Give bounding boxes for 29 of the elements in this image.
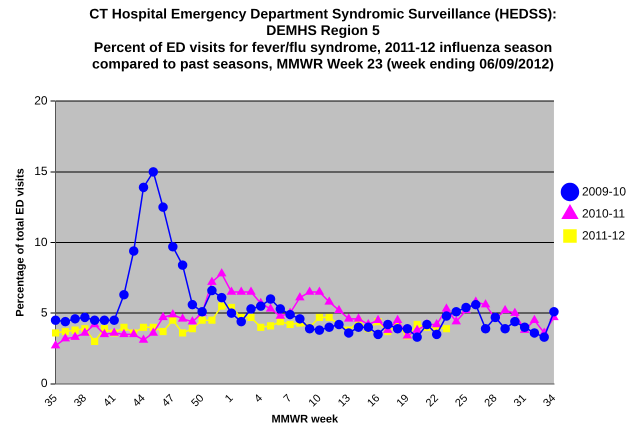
x-tick-label: 50	[189, 392, 206, 410]
x-tick-label: 16	[365, 392, 382, 410]
y-tick-label: 20	[34, 94, 48, 108]
x-tick-label: 10	[306, 392, 324, 410]
x-axis-title: MMWR week	[271, 413, 339, 426]
legend-label: 2009-10	[582, 184, 626, 198]
x-tick-label: 38	[72, 392, 90, 410]
x-tick-label: 7	[282, 392, 294, 406]
x-tick-label: 4	[252, 392, 266, 406]
x-tick-label: 28	[482, 392, 500, 410]
x-tick-label: 34	[541, 392, 558, 410]
x-tick-label: 13	[336, 392, 353, 410]
x-tick-label: 44	[130, 392, 148, 410]
x-tick-label: 41	[101, 392, 118, 410]
legend-label: 2011-12	[582, 228, 626, 242]
y-tick-label: 10	[34, 234, 48, 249]
legend-label: 2010-11	[582, 206, 626, 220]
y-axis-title: Percentage of total ED visits	[14, 168, 27, 317]
x-tick-label: 25	[453, 392, 470, 410]
x-tick-label: 22	[424, 392, 441, 410]
x-tick-label: 47	[160, 392, 178, 410]
y-tick-label: 5	[40, 305, 48, 320]
x-tick-label: 31	[512, 392, 529, 410]
y-tick-label: 15	[34, 164, 48, 178]
y-tick-label: 0	[40, 376, 48, 390]
x-tick-label: 35	[42, 392, 60, 410]
chart-title: CT Hospital Emergency Department Syndromic Surveillance (HEDSS): DEMHS Region 5 Percent of ED visits for fever/flu syndrome, 2011-12 influenza season compared to past seasons, MMWR Week 23 (week ending 06/09/2012)	[89, 5, 557, 72]
x-tick-label: 19	[394, 392, 412, 410]
x-tick-label: 1	[222, 392, 236, 406]
